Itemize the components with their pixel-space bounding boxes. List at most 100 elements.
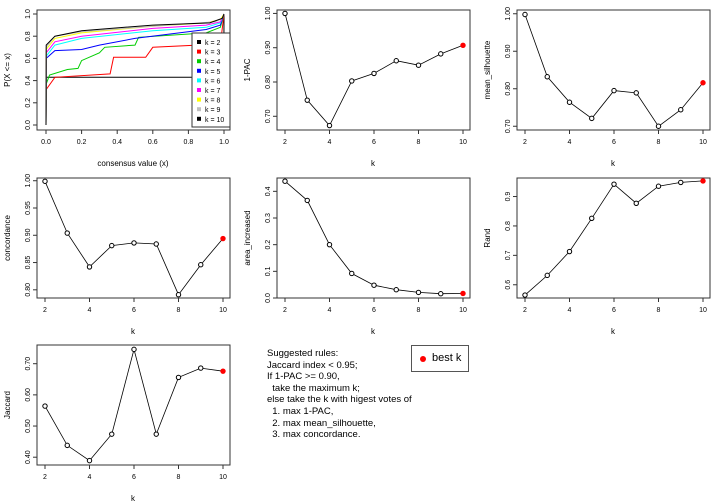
data-point [175,292,182,298]
metric-panel-1-PAC: k 1-PAC 2 4 6 8 10 0.70 0.80 0.90 1.00 [243,7,471,168]
suggested-rules-text: Suggested rules: Jaccard index < 0.95; I… [267,348,412,441]
ecdf-line-k10 [45,13,225,126]
y-tick-label: 0.85 [25,256,32,270]
data-point [522,11,528,18]
data-point [64,230,70,236]
data-point [371,70,377,77]
data-point [589,215,595,221]
data-point [42,178,48,184]
metric-line [524,14,704,127]
legend-swatch [197,78,201,83]
y-tick-label: 0.90 [265,41,272,55]
y-axis-label: Rand [483,228,492,247]
data-point [326,241,333,248]
data-point [633,90,639,96]
ecdf-line-k5 [45,13,225,126]
x-tick-label: 0.2 [77,139,87,146]
metric-panel-mean_silhouette: k mean_silhouette 2 4 6 8 10 0.70 0.80 0.90 1.00 [483,7,711,168]
x-axis-label: consensus value (x) [97,159,168,168]
data-point [544,74,550,80]
data-point [304,97,310,103]
y-tick-label: 1.00 [25,174,32,188]
y-axis-label: area_increased [243,210,252,265]
x-tick-label: 10 [459,307,467,314]
y-tick-label: 0.1 [265,266,272,276]
data-point [175,374,182,381]
data-point [371,282,377,288]
x-tick-label: 8 [417,139,421,146]
y-tick-label: 1.00 [265,7,272,21]
data-point [611,181,617,187]
data-point [131,240,137,246]
y-tick-label: 0.4 [265,186,272,196]
y-axis-label: P(X <= x) [3,53,12,87]
data-point [42,403,48,409]
y-tick-label: 0.0 [265,293,272,303]
y-tick-label: 0.9 [505,192,512,202]
x-axis-label: k [371,159,376,168]
plot-frame [276,177,471,299]
metric-panel-Jaccard: k Jaccard 2 4 6 8 10 0.40 0.50 0.60 0.70 [3,344,231,503]
y-tick-label: 0.80 [265,75,272,89]
legend-label: k = 5 [205,69,220,76]
data-point [349,270,355,277]
x-tick-label: 4 [568,139,572,146]
plot-frame [516,177,711,299]
x-axis-label: k [611,159,616,168]
x-axis-label: k [131,494,136,503]
legend-swatch [197,97,201,102]
x-axis-label: k [611,327,616,336]
x-tick-label: 0.0 [41,139,51,146]
legend-label: k = 4 [205,59,220,66]
metric-line [524,180,704,296]
x-tick-label: 1.0 [219,139,229,146]
y-tick-label: 0.95 [25,201,32,215]
x-tick-label: 6 [372,307,376,314]
y-axis-label: mean_silhouette [483,40,492,99]
x-tick-label: 6 [132,474,136,481]
legend-swatch [197,59,201,64]
x-tick-label: 4 [88,474,92,481]
data-point [566,248,573,255]
metric-panel-area_increased: k area_increased 2 4 6 8 10 0.0 0.1 0.2 0.3 0.4 [243,177,471,336]
legend-label: k = 9 [205,107,220,114]
data-point [544,272,550,279]
y-tick-label: 0.70 [25,357,32,371]
legend-swatch [197,49,201,54]
y-tick-label: 0.8 [505,221,512,231]
data-point [109,431,115,437]
legend-swatch [197,116,201,121]
data-point [326,122,333,129]
best-k-point [460,290,466,297]
data-point [633,200,639,206]
data-point [655,183,662,189]
y-tick-label: 0.8 [25,31,32,41]
y-tick-label: 1.00 [505,7,512,21]
data-point [64,442,70,449]
x-tick-label: 8 [657,307,661,314]
legend-swatch [197,88,201,92]
y-tick-label: 0.3 [265,213,272,223]
y-tick-label: 0.40 [25,450,32,464]
best-k-legend-label: best k [432,352,462,364]
x-tick-label: 6 [372,139,376,146]
data-point [522,292,528,298]
data-point [349,78,355,84]
best-k-point [460,42,466,49]
y-tick-label: 0.4 [25,76,32,86]
best-k-legend-marker [420,356,426,362]
x-tick-label: 8 [657,139,661,146]
y-tick-label: 0.6 [25,53,32,63]
y-tick-label: 0.2 [25,98,32,108]
data-point [86,457,93,464]
data-point [589,115,595,122]
x-tick-label: 10 [219,307,227,314]
data-point [393,58,399,64]
x-tick-label: 0.8 [184,139,194,146]
plot-frame [36,177,231,299]
y-tick-label: 0.50 [25,419,32,433]
x-tick-label: 0.6 [148,139,158,146]
x-tick-label: 4 [328,139,332,146]
legend-swatch [197,107,201,112]
x-tick-label: 10 [699,307,707,314]
